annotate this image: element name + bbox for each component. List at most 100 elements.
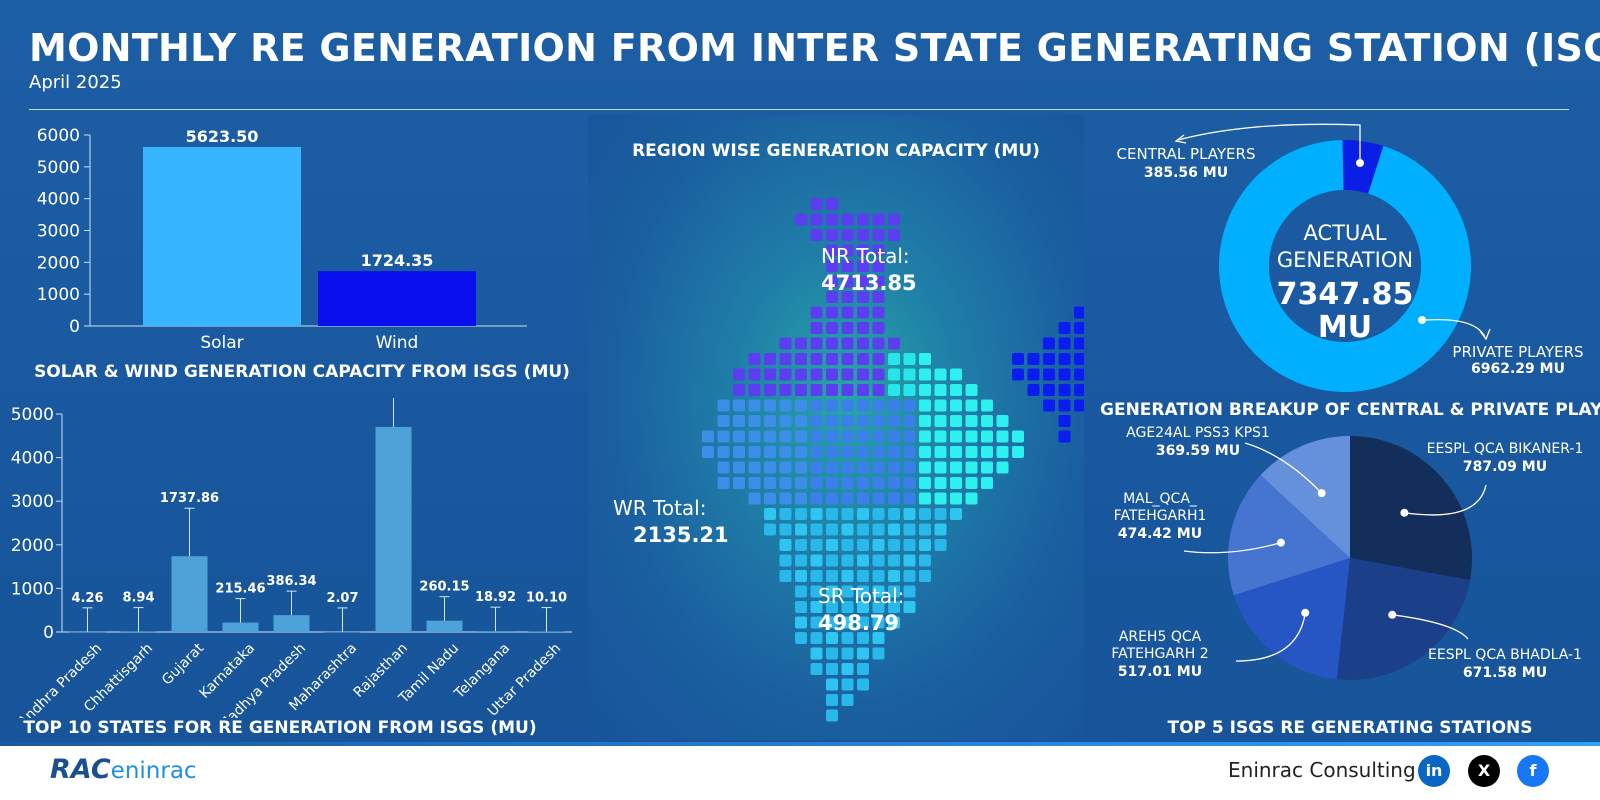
leader-line [1392, 614, 1469, 640]
map-cell [919, 368, 931, 381]
y-tick-label: 1000 [37, 285, 80, 305]
map-cell [919, 508, 931, 520]
state-bar [171, 556, 208, 632]
map-cell [841, 570, 854, 582]
map-cell [795, 477, 807, 489]
station-name-label: EESPL QCA BHADLA-1 [1428, 647, 1582, 663]
map-cell [857, 678, 869, 691]
map-cell [872, 632, 885, 644]
map-cell [764, 508, 776, 520]
map-cell [888, 337, 900, 350]
map-cell [826, 570, 838, 582]
map-cell [857, 415, 869, 427]
map-cell [888, 523, 900, 536]
map-cell [826, 260, 838, 272]
map-cell [919, 353, 931, 365]
map-cell [872, 213, 885, 226]
leader-arrow [1479, 328, 1491, 341]
map-cell [981, 446, 993, 458]
map-cell [872, 430, 885, 443]
map-cell [872, 461, 885, 474]
page-title: MONTHLY RE GENERATION FROM INTER STATE G… [29, 26, 1600, 70]
map-cell [950, 415, 962, 427]
map-cell [934, 508, 947, 520]
map-cell [903, 477, 916, 489]
map-cell [934, 477, 947, 489]
leader-line [1183, 542, 1282, 554]
map-cell [841, 694, 854, 706]
map-cell [826, 678, 838, 691]
map-cell [841, 601, 854, 613]
map-cell [764, 353, 776, 365]
donut-center-unit: MU [1318, 310, 1372, 345]
donut-center-line: ACTUAL [1304, 221, 1387, 245]
map-cell [795, 430, 807, 443]
map-cell-ne [1058, 322, 1071, 334]
leader-line [1404, 484, 1487, 516]
map-cell [872, 523, 885, 536]
x-icon[interactable]: X [1468, 755, 1500, 787]
map-cell [764, 430, 776, 443]
map-cell [748, 353, 761, 365]
map-cell [872, 384, 885, 396]
map-cell [733, 415, 745, 427]
map-cell [888, 430, 900, 443]
pie-slice [1233, 558, 1350, 680]
map-cell [826, 446, 838, 458]
company-logo: RACeninrac [50, 754, 197, 785]
map-cell [857, 539, 869, 551]
map-cell [841, 554, 854, 567]
map-cell [795, 399, 807, 412]
map-cell-ne [1074, 368, 1084, 381]
map-cell [810, 229, 823, 241]
map-cell [795, 461, 807, 474]
india-region-map: NR Total: 4713.85 WR Total: 2135.21 SR Total… [613, 198, 1084, 722]
map-cell [702, 430, 714, 443]
map-cell [857, 523, 869, 536]
state-bar [426, 620, 463, 632]
map-cell [733, 399, 745, 412]
map-cell-ne [1027, 353, 1040, 365]
map-cell [996, 461, 1009, 474]
map-cell [826, 585, 838, 598]
map-cell [826, 523, 838, 536]
map-cell [826, 275, 838, 288]
region-value-label: 4713.85 [821, 271, 917, 295]
map-cell [748, 415, 761, 427]
map-cell [841, 337, 854, 350]
map-cell [748, 399, 761, 412]
facebook-icon[interactable]: f [1517, 755, 1549, 787]
y-tick-label: 3000 [11, 492, 54, 512]
map-cell [981, 415, 993, 427]
state-bar [120, 631, 157, 633]
map-cell [810, 632, 823, 644]
leader-dot [1301, 608, 1310, 617]
state-bar [528, 631, 565, 633]
map-cell [717, 399, 730, 412]
map-cell [872, 601, 885, 613]
footer-stripe [0, 742, 1600, 746]
map-cell [810, 508, 823, 520]
map-cell [857, 291, 869, 303]
linkedin-icon[interactable]: in [1418, 755, 1450, 787]
map-cell [872, 306, 885, 319]
map-cell [857, 260, 869, 272]
map-cell [841, 508, 854, 520]
map-cell [919, 461, 931, 474]
station-value-label: 671.58 MU [1463, 665, 1547, 681]
map-cell [795, 508, 807, 520]
donut-center-line: GENERATION [1277, 248, 1413, 272]
map-cell [857, 446, 869, 458]
map-cell [903, 554, 916, 567]
map-cell [826, 461, 838, 474]
state-value-label: 2.07 [326, 591, 358, 606]
state-bar [222, 622, 259, 632]
map-cell [888, 415, 900, 427]
state-bar [375, 426, 412, 632]
map-cell [733, 430, 745, 443]
map-cell [1012, 430, 1024, 443]
map-cell [872, 570, 885, 582]
map-cell [748, 430, 761, 443]
bar-value-label: 5623.50 [186, 127, 259, 146]
map-cell-ne [1074, 399, 1084, 412]
